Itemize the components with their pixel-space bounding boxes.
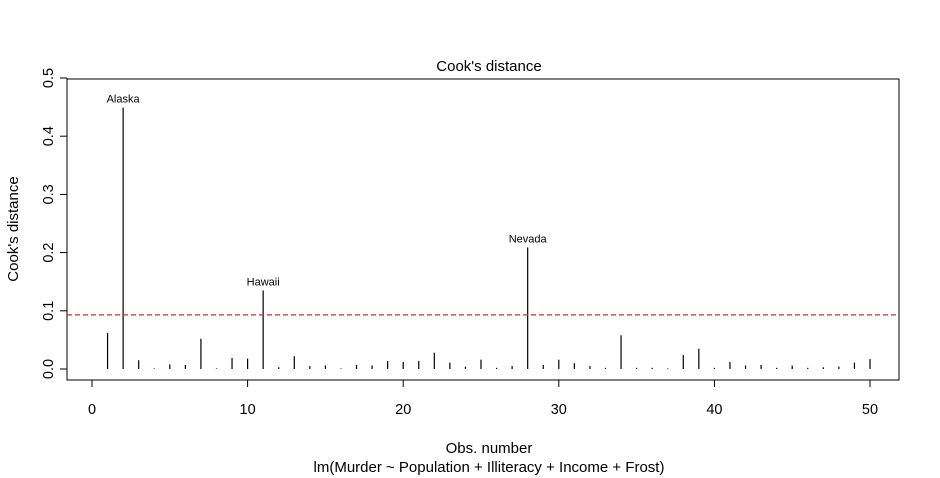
annotations: Alaska Hawaii Nevada	[107, 94, 548, 289]
x-tick-label: 40	[706, 402, 722, 418]
annotation-label: Hawaii	[247, 276, 280, 288]
bars	[106, 107, 871, 369]
y-tick-label: 0.5	[41, 68, 57, 88]
y-axis: 0.0 0.1 0.2 0.3 0.4 0.5	[41, 68, 68, 379]
y-tick-label: 0.0	[41, 359, 57, 379]
annotation-label: Nevada	[509, 233, 548, 245]
chart-title: Cook's distance	[436, 58, 541, 75]
annotation-label: Alaska	[107, 94, 141, 106]
x-tick-label: 20	[395, 402, 411, 418]
x-tick-label: 0	[88, 402, 96, 418]
y-tick-label: 0.4	[41, 126, 57, 146]
plot-frame	[66, 78, 900, 381]
x-tick-label: 50	[862, 402, 878, 418]
y-tick-label: 0.3	[41, 184, 57, 204]
x-axis-label: Obs. number	[446, 440, 533, 457]
chart-subtitle: lm(Murder ~ Population + Illiteracy + In…	[314, 459, 665, 476]
x-tick-label: 10	[240, 402, 256, 418]
y-tick-label: 0.2	[41, 243, 57, 263]
y-tick-label: 0.1	[41, 301, 57, 321]
x-tick-label: 30	[551, 402, 567, 418]
y-axis-label: Cook's distance	[5, 176, 22, 281]
x-axis: 0 10 20 30 40 50	[88, 379, 878, 418]
